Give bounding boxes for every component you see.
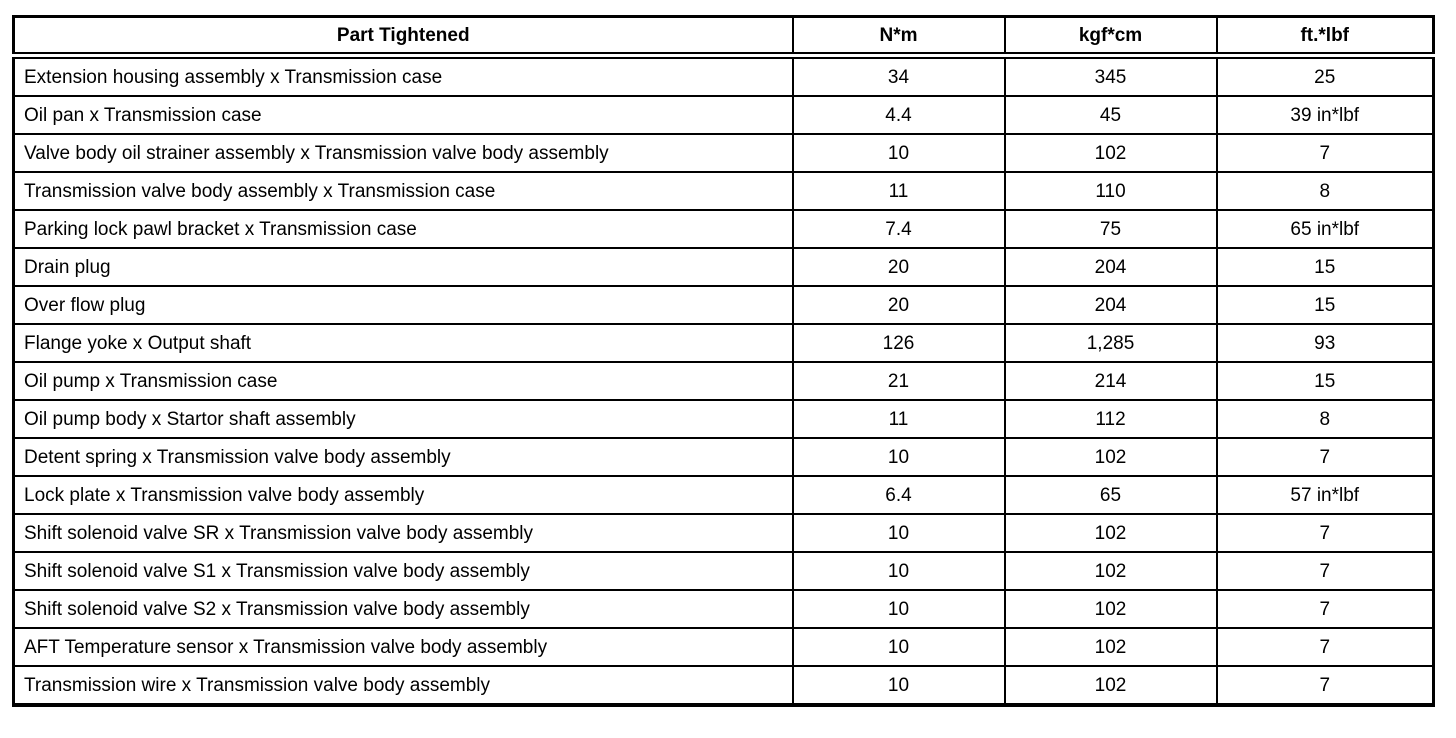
nm-value-cell: 20 bbox=[791, 247, 1006, 287]
header-kgfcm: kgf*cm bbox=[1003, 15, 1218, 59]
table-body: Extension housing assembly x Transmissio… bbox=[12, 54, 1435, 706]
nm-value-cell: 11 bbox=[791, 171, 1006, 211]
part-tightened-cell: Parking lock pawl bracket x Transmission… bbox=[12, 209, 794, 249]
kgfcm-value-cell: 345 bbox=[1003, 54, 1218, 97]
kgfcm-value-cell: 102 bbox=[1003, 589, 1218, 629]
table-row: Transmission valve body assembly x Trans… bbox=[12, 171, 1435, 211]
kgfcm-value-cell: 75 bbox=[1003, 209, 1218, 249]
kgfcm-value-cell: 102 bbox=[1003, 513, 1218, 553]
ftlbf-value-cell: 15 bbox=[1215, 361, 1435, 401]
part-tightened-cell: Shift solenoid valve SR x Transmission v… bbox=[12, 513, 794, 553]
part-tightened-cell: Oil pump body x Startor shaft assembly bbox=[12, 399, 794, 439]
ftlbf-value-cell: 65 in*lbf bbox=[1215, 209, 1435, 249]
table-header: Part Tightened N*m kgf*cm ft.*lbf bbox=[12, 15, 1435, 59]
nm-value-cell: 7.4 bbox=[791, 209, 1006, 249]
table-row: Shift solenoid valve S1 x Transmission v… bbox=[12, 551, 1435, 591]
part-tightened-cell: Over flow plug bbox=[12, 285, 794, 325]
table-row: Detent spring x Transmission valve body … bbox=[12, 437, 1435, 477]
nm-value-cell: 10 bbox=[791, 551, 1006, 591]
ftlbf-value-cell: 8 bbox=[1215, 399, 1435, 439]
nm-value-cell: 126 bbox=[791, 323, 1006, 363]
table-row: Extension housing assembly x Transmissio… bbox=[12, 54, 1435, 97]
table-row: Oil pan x Transmission case 4.4 45 39 in… bbox=[12, 95, 1435, 135]
ftlbf-value-cell: 7 bbox=[1215, 589, 1435, 629]
torque-spec-table: Part Tightened N*m kgf*cm ft.*lbf Extens… bbox=[12, 15, 1435, 707]
header-row: Part Tightened N*m kgf*cm ft.*lbf bbox=[12, 15, 1435, 59]
nm-value-cell: 10 bbox=[791, 513, 1006, 553]
table-row: AFT Temperature sensor x Transmission va… bbox=[12, 627, 1435, 667]
nm-value-cell: 10 bbox=[791, 627, 1006, 667]
table-row: Parking lock pawl bracket x Transmission… bbox=[12, 209, 1435, 249]
part-tightened-cell: Shift solenoid valve S2 x Transmission v… bbox=[12, 589, 794, 629]
nm-value-cell: 4.4 bbox=[791, 95, 1006, 135]
part-tightened-cell: Detent spring x Transmission valve body … bbox=[12, 437, 794, 477]
ftlbf-value-cell: 25 bbox=[1215, 54, 1435, 97]
kgfcm-value-cell: 102 bbox=[1003, 665, 1218, 706]
ftlbf-value-cell: 7 bbox=[1215, 551, 1435, 591]
table-row: Drain plug 20 204 15 bbox=[12, 247, 1435, 287]
header-ftlbf: ft.*lbf bbox=[1215, 15, 1435, 59]
nm-value-cell: 10 bbox=[791, 133, 1006, 173]
table-row: Shift solenoid valve SR x Transmission v… bbox=[12, 513, 1435, 553]
ftlbf-value-cell: 93 bbox=[1215, 323, 1435, 363]
kgfcm-value-cell: 204 bbox=[1003, 285, 1218, 325]
kgfcm-value-cell: 65 bbox=[1003, 475, 1218, 515]
header-part-tightened: Part Tightened bbox=[12, 15, 794, 59]
ftlbf-value-cell: 7 bbox=[1215, 665, 1435, 706]
part-tightened-cell: AFT Temperature sensor x Transmission va… bbox=[12, 627, 794, 667]
part-tightened-cell: Shift solenoid valve S1 x Transmission v… bbox=[12, 551, 794, 591]
nm-value-cell: 11 bbox=[791, 399, 1006, 439]
ftlbf-value-cell: 7 bbox=[1215, 133, 1435, 173]
kgfcm-value-cell: 1,285 bbox=[1003, 323, 1218, 363]
kgfcm-value-cell: 102 bbox=[1003, 437, 1218, 477]
ftlbf-value-cell: 7 bbox=[1215, 627, 1435, 667]
part-tightened-cell: Extension housing assembly x Transmissio… bbox=[12, 54, 794, 97]
ftlbf-value-cell: 57 in*lbf bbox=[1215, 475, 1435, 515]
part-tightened-cell: Valve body oil strainer assembly x Trans… bbox=[12, 133, 794, 173]
part-tightened-cell: Oil pump x Transmission case bbox=[12, 361, 794, 401]
part-tightened-cell: Drain plug bbox=[12, 247, 794, 287]
table-row: Over flow plug 20 204 15 bbox=[12, 285, 1435, 325]
nm-value-cell: 10 bbox=[791, 589, 1006, 629]
table-row: Shift solenoid valve S2 x Transmission v… bbox=[12, 589, 1435, 629]
nm-value-cell: 10 bbox=[791, 665, 1006, 706]
table-row: Lock plate x Transmission valve body ass… bbox=[12, 475, 1435, 515]
table-row: Oil pump x Transmission case 21 214 15 bbox=[12, 361, 1435, 401]
part-tightened-cell: Transmission valve body assembly x Trans… bbox=[12, 171, 794, 211]
part-tightened-cell: Lock plate x Transmission valve body ass… bbox=[12, 475, 794, 515]
table-row: Flange yoke x Output shaft 126 1,285 93 bbox=[12, 323, 1435, 363]
ftlbf-value-cell: 15 bbox=[1215, 285, 1435, 325]
part-tightened-cell: Transmission wire x Transmission valve b… bbox=[12, 665, 794, 706]
part-tightened-cell: Flange yoke x Output shaft bbox=[12, 323, 794, 363]
ftlbf-value-cell: 7 bbox=[1215, 513, 1435, 553]
kgfcm-value-cell: 45 bbox=[1003, 95, 1218, 135]
kgfcm-value-cell: 102 bbox=[1003, 551, 1218, 591]
kgfcm-value-cell: 214 bbox=[1003, 361, 1218, 401]
nm-value-cell: 21 bbox=[791, 361, 1006, 401]
kgfcm-value-cell: 204 bbox=[1003, 247, 1218, 287]
nm-value-cell: 6.4 bbox=[791, 475, 1006, 515]
table-row: Valve body oil strainer assembly x Trans… bbox=[12, 133, 1435, 173]
table-row: Oil pump body x Startor shaft assembly 1… bbox=[12, 399, 1435, 439]
nm-value-cell: 34 bbox=[791, 54, 1006, 97]
ftlbf-value-cell: 8 bbox=[1215, 171, 1435, 211]
kgfcm-value-cell: 110 bbox=[1003, 171, 1218, 211]
torque-spec-document: Part Tightened N*m kgf*cm ft.*lbf Extens… bbox=[12, 15, 1435, 707]
table-row: Transmission wire x Transmission valve b… bbox=[12, 665, 1435, 706]
ftlbf-value-cell: 15 bbox=[1215, 247, 1435, 287]
part-tightened-cell: Oil pan x Transmission case bbox=[12, 95, 794, 135]
header-nm: N*m bbox=[791, 15, 1006, 59]
ftlbf-value-cell: 39 in*lbf bbox=[1215, 95, 1435, 135]
kgfcm-value-cell: 102 bbox=[1003, 133, 1218, 173]
kgfcm-value-cell: 112 bbox=[1003, 399, 1218, 439]
kgfcm-value-cell: 102 bbox=[1003, 627, 1218, 667]
nm-value-cell: 20 bbox=[791, 285, 1006, 325]
ftlbf-value-cell: 7 bbox=[1215, 437, 1435, 477]
nm-value-cell: 10 bbox=[791, 437, 1006, 477]
